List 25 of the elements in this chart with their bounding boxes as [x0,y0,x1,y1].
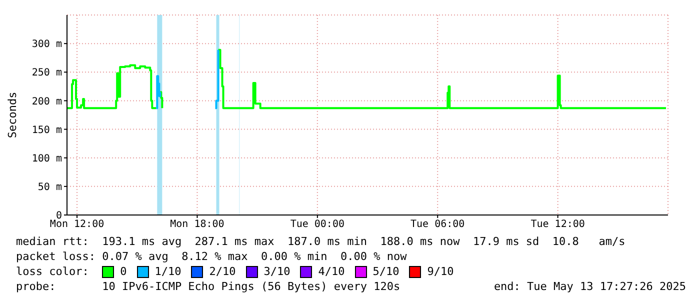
legend-label: 1/10 [154,264,182,279]
text: probe: 10 IPv6-ICMP Echo Pings (56 Bytes) every 120s [16,279,400,294]
legend-label: 0 [119,264,127,279]
y-tick-label: 150 m [32,124,62,136]
text: packet loss: 0.07 % avg 8.12 % max 0.00 % min 0.00 % now [16,249,408,264]
x-tick-label: Mon 18:00 [170,219,224,230]
y-tick-label: 0 [56,210,62,222]
legend-label: 4/10 [317,264,345,279]
y-tick-label: 50 m [38,182,62,193]
y-axis-title: Seconds [6,92,19,138]
legend-label: 9/10 [426,264,454,279]
y-tick-label: 300 m [32,39,62,50]
y-tick-label: 100 m [32,153,62,164]
text: median rtt: 193.1 ms avg 287.1 ms max 187.0 ms min 188.0 ms now 17.9 ms sd 10.8 am/s [16,234,626,249]
y-tick-label: 250 m [32,68,62,79]
x-tick-label: Tue 12:00 [530,219,585,230]
text: end: Tue May 13 17:27:26 2025 [494,279,686,294]
legend-label: 2/10 [208,264,236,279]
legend-title: loss color: [16,264,90,279]
x-tick-label: Tue 00:00 [290,219,345,230]
x-tick-label: Tue 06:00 [410,219,465,230]
legend-label: 5/10 [372,264,400,279]
y-tick-label: 200 m [32,96,62,108]
legend-label: 3/10 [262,264,290,279]
x-tick-label: Mon 12:00 [50,219,104,230]
